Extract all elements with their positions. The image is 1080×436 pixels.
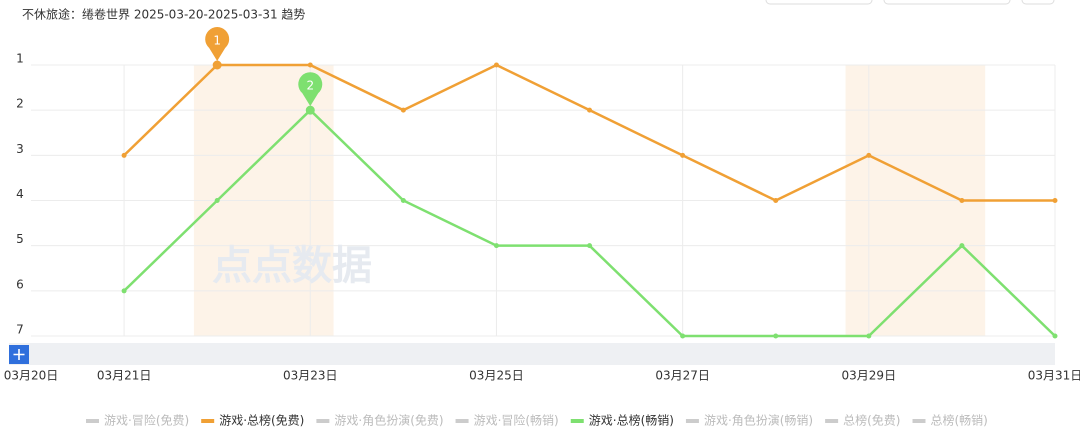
legend-item[interactable]: 游戏·冒险(畅销): [455, 413, 559, 428]
point: [214, 198, 220, 203]
y-tick-label: 6: [16, 277, 24, 291]
legend-item[interactable]: 游戏·角色扮演(畅销): [685, 413, 813, 428]
zoom-icon: [13, 349, 25, 360]
legend: 游戏·冒险(免费) 游戏·总榜(免费) 游戏·角色扮演(免费) 游戏·冒险(畅销) 游戏…: [86, 413, 988, 428]
legend-item[interactable]: 游戏·总榜(免费): [201, 413, 304, 428]
point: [493, 62, 499, 68]
x-tick-label: 03月20日: [4, 369, 59, 383]
legend-label: 游戏·冒险(免费): [104, 413, 189, 428]
legend-label: 游戏·角色扮演(畅销): [704, 413, 813, 428]
point: [307, 62, 313, 68]
y-tick-label: 5: [16, 232, 24, 246]
point: [400, 198, 406, 203]
annotation-point: [212, 60, 222, 70]
y-tick-label: 3: [16, 142, 24, 156]
point: [773, 333, 779, 339]
x-tick-label: 03月29日: [842, 369, 897, 383]
watermark: 点点数据: [212, 243, 372, 289]
point: [959, 198, 965, 203]
legend-item[interactable]: 游戏·冒险(免费): [86, 413, 189, 428]
x-tick-label: 03月25日: [469, 369, 524, 383]
legend-label: 总榜(畅销): [931, 413, 988, 428]
annotation-label: 2: [306, 79, 314, 93]
point: [1052, 198, 1058, 203]
y-tick-label: 2: [16, 97, 24, 111]
legend-item[interactable]: 游戏·总榜(畅销): [570, 413, 674, 428]
point: [121, 288, 127, 294]
point: [959, 243, 965, 249]
point: [587, 243, 593, 249]
point: [400, 107, 406, 113]
y-tick-label: 7: [16, 323, 24, 337]
legend-label: 总榜(免费): [843, 413, 900, 428]
point: [866, 152, 872, 158]
x-tick-label: 03月27日: [655, 369, 710, 383]
data-zoom[interactable]: [9, 343, 1055, 365]
legend-label: 游戏·总榜(畅销): [589, 413, 674, 428]
annotation-label: 1: [213, 34, 221, 48]
chart-title: 不休旅途：绻卷世界 2025-03-20-2025-03-31 趋势: [22, 7, 305, 22]
y-tick-label: 4: [16, 187, 24, 201]
x-tick-label: 03月21日: [97, 369, 152, 383]
y-tick-label: 1: [16, 52, 24, 66]
top-button[interactable]: [765, 0, 873, 5]
legend-label: 游戏·总榜(免费): [219, 413, 304, 428]
point: [493, 243, 499, 249]
point: [773, 198, 779, 203]
x-tick-label: 03月31日: [1028, 369, 1080, 383]
annotation-pin: [298, 72, 323, 107]
point: [587, 107, 593, 113]
top-button[interactable]: [883, 0, 1011, 5]
x-tick-label: 03月23日: [283, 369, 338, 383]
legend-item[interactable]: 总榜(畅销): [912, 413, 988, 428]
legend-label: 游戏·角色扮演(免费): [334, 413, 443, 428]
point: [866, 333, 872, 339]
point: [680, 333, 686, 339]
point: [121, 152, 127, 158]
legend-item[interactable]: 总榜(免费): [825, 413, 901, 428]
legend-item[interactable]: 游戏·角色扮演(免费): [316, 413, 444, 428]
top-button[interactable]: [1021, 0, 1055, 5]
annotation-pin: [205, 27, 230, 61]
point: [680, 152, 686, 158]
legend-label: 游戏·冒险(畅销): [474, 413, 559, 428]
annotation-point: [305, 105, 315, 115]
point: [1052, 333, 1058, 339]
